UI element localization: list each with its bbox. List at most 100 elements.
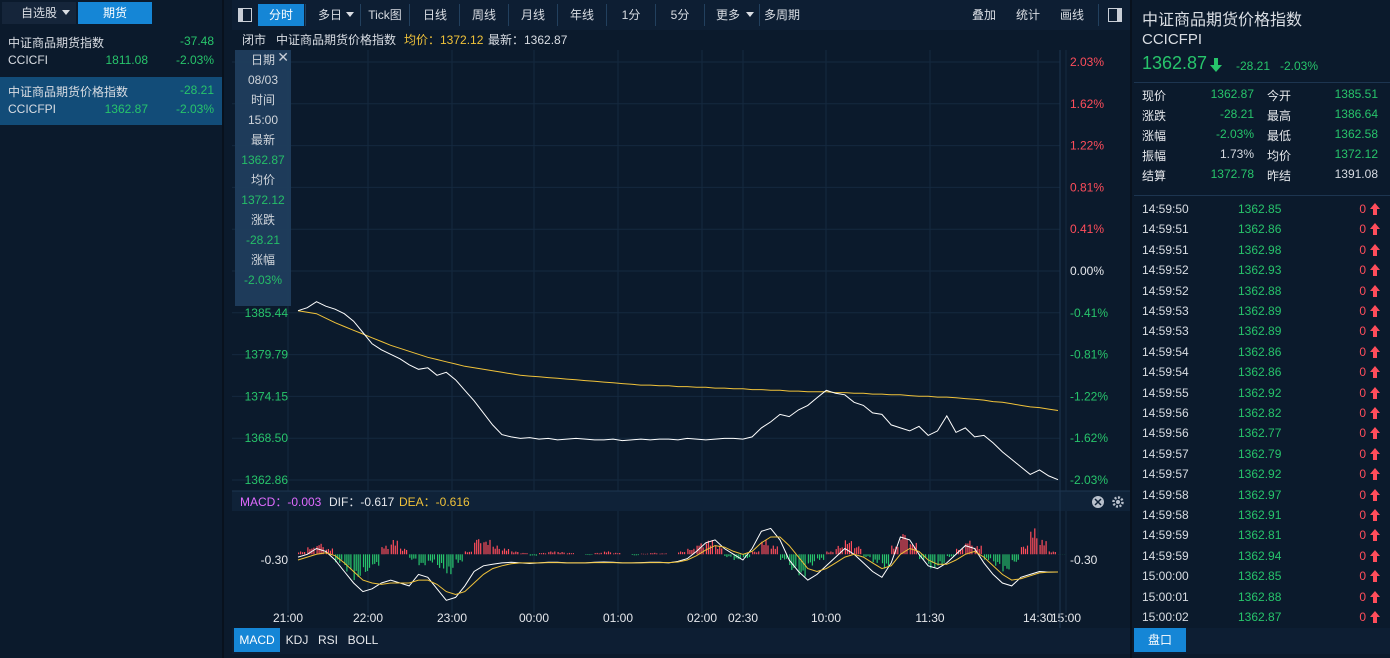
macd-bar xyxy=(659,553,661,555)
tab-weekly[interactable]: 周线 xyxy=(471,8,496,22)
macd-bar xyxy=(418,554,420,566)
macd-bar xyxy=(761,541,763,555)
macd-bar xyxy=(464,551,466,555)
macd-bar xyxy=(885,554,888,564)
tooltip-avg-label: 均价 xyxy=(250,173,275,187)
tab-tick[interactable]: Tick图 xyxy=(368,8,402,22)
macd-bar xyxy=(1043,545,1045,555)
macd-bar xyxy=(705,543,707,555)
macd-bar xyxy=(724,554,726,556)
tick-time: 15:00:02 xyxy=(1142,610,1189,624)
tab-boll[interactable]: BOLL xyxy=(347,633,379,647)
macd-bar xyxy=(995,554,997,566)
quote-label: 现价 xyxy=(1142,89,1167,103)
list-item[interactable]: 中证商品期货指数 -37.48 CCICFI 1811.08 -2.03% xyxy=(0,28,222,76)
tab-1min[interactable]: 1分 xyxy=(621,8,641,22)
price-axis-right-tick: 0.41% xyxy=(1070,222,1104,236)
tab-5min[interactable]: 5分 xyxy=(670,8,690,22)
macd-bar xyxy=(696,545,698,555)
tick-time: 14:59:52 xyxy=(1142,263,1189,278)
tab-kdj[interactable]: KDJ xyxy=(285,633,309,647)
overlay-button[interactable]: 叠加 xyxy=(971,8,996,22)
macd-bar xyxy=(691,550,693,555)
macd-bar xyxy=(468,551,470,555)
macd-bar xyxy=(854,548,856,555)
tab-yearly[interactable]: 年线 xyxy=(569,8,594,22)
intraday-chart[interactable]: 1385.44 1379.79 1374.15 1368.50 1362.86 2.03… xyxy=(232,50,1130,628)
macd-bar xyxy=(809,554,811,563)
tab-monthly[interactable]: 月线 xyxy=(520,8,545,22)
tab-futures[interactable]: 期货 xyxy=(78,2,152,24)
macd-bar xyxy=(480,543,482,555)
tab-multi-period[interactable]: 多周期 xyxy=(763,8,800,22)
divider xyxy=(1130,0,1132,658)
more-periods-dropdown[interactable]: 更多 xyxy=(706,4,758,26)
macd-histogram xyxy=(298,528,1066,581)
right-panel-toggle-icon[interactable] xyxy=(1104,4,1126,26)
divider xyxy=(224,0,232,658)
macd-bar xyxy=(522,552,524,555)
tab-daily[interactable]: 日线 xyxy=(422,8,447,22)
macd-bar xyxy=(559,552,561,555)
divider xyxy=(360,4,361,26)
close-icon[interactable]: ✕ xyxy=(277,49,289,65)
macd-bar xyxy=(856,547,858,555)
tick-time: 14:59:57 xyxy=(1142,467,1189,482)
tick-time: 14:59:51 xyxy=(1142,222,1189,237)
macd-bar xyxy=(392,540,394,555)
list-item[interactable]: 中证商品期货价格指数 -28.21 CCICFPI 1362.87 -2.03% xyxy=(0,77,222,125)
macd-bar xyxy=(900,539,902,555)
time-axis-tick: 01:00 xyxy=(603,611,633,625)
macd-bar xyxy=(415,554,417,559)
macd-bar xyxy=(344,554,346,565)
macd-bar xyxy=(539,553,541,555)
table-row: 14:59:53 1362.89 0 xyxy=(1134,321,1390,341)
tick-time: 15:00:01 xyxy=(1142,589,1189,604)
divider xyxy=(459,4,460,26)
table-row: 14:59:56 1362.77 0 xyxy=(1134,423,1390,443)
macd-bar xyxy=(719,545,721,555)
stats-button[interactable]: 统计 xyxy=(1015,8,1040,22)
quote-value: 1386.64 xyxy=(1334,107,1378,121)
macd-bar xyxy=(707,540,709,555)
macd-bar xyxy=(422,554,424,563)
tick-volume: 0 xyxy=(1359,446,1366,461)
tab-macd[interactable]: MACD xyxy=(234,628,280,652)
arrow-up-icon xyxy=(1370,407,1380,419)
tab-intraday[interactable]: 分时 xyxy=(258,4,304,26)
macd-bar xyxy=(429,554,431,561)
instrument-change: -37.48 xyxy=(179,34,214,48)
macd-bar xyxy=(489,539,491,555)
macd-bar xyxy=(652,553,654,555)
tab-multi-day[interactable]: 多日 xyxy=(308,4,358,26)
macd-bar xyxy=(441,554,443,563)
dea-value-label: DEA：-0.616 xyxy=(399,495,470,509)
tab-rsi[interactable]: RSI xyxy=(317,633,338,647)
table-row: 14:59:53 1362.89 0 xyxy=(1134,301,1390,321)
macd-bar xyxy=(715,546,717,555)
tab-watchlist[interactable]: 自选股 xyxy=(2,2,76,24)
macd-bar xyxy=(776,546,778,555)
macd-bar xyxy=(665,553,667,555)
tab-multi-day-label: 多日 xyxy=(318,8,343,22)
drawing-button[interactable]: 画线 xyxy=(1059,8,1084,22)
instrument-code: CCICFPI xyxy=(8,102,56,116)
macd-bar xyxy=(515,551,517,555)
macd-bar xyxy=(1039,545,1041,555)
macd-bar xyxy=(439,554,441,568)
macd-bar xyxy=(492,546,494,555)
macd-bar xyxy=(860,548,862,555)
crosshair-tooltip: ✕ 日期 08/03 时间 15:00 最新 1362.87 均价 1372.1… xyxy=(235,50,291,306)
macd-bar xyxy=(960,550,962,555)
divider xyxy=(606,4,607,26)
macd-bar xyxy=(844,540,846,555)
macd-bar xyxy=(971,545,973,555)
left-panel-toggle-icon[interactable] xyxy=(234,4,256,26)
instrument-code: CCICFI xyxy=(8,53,48,67)
tab-order-book[interactable]: 盘口 xyxy=(1134,628,1186,652)
arrow-up-icon xyxy=(1370,284,1380,297)
tick-volume: 0 xyxy=(1359,324,1366,339)
macd-bar xyxy=(772,545,774,555)
quote-panel: 中证商品期货价格指数 CCICFPI 1362.87 -28.21 -2.03%… xyxy=(1134,0,1390,658)
quote-label: 均价 xyxy=(1267,149,1292,163)
